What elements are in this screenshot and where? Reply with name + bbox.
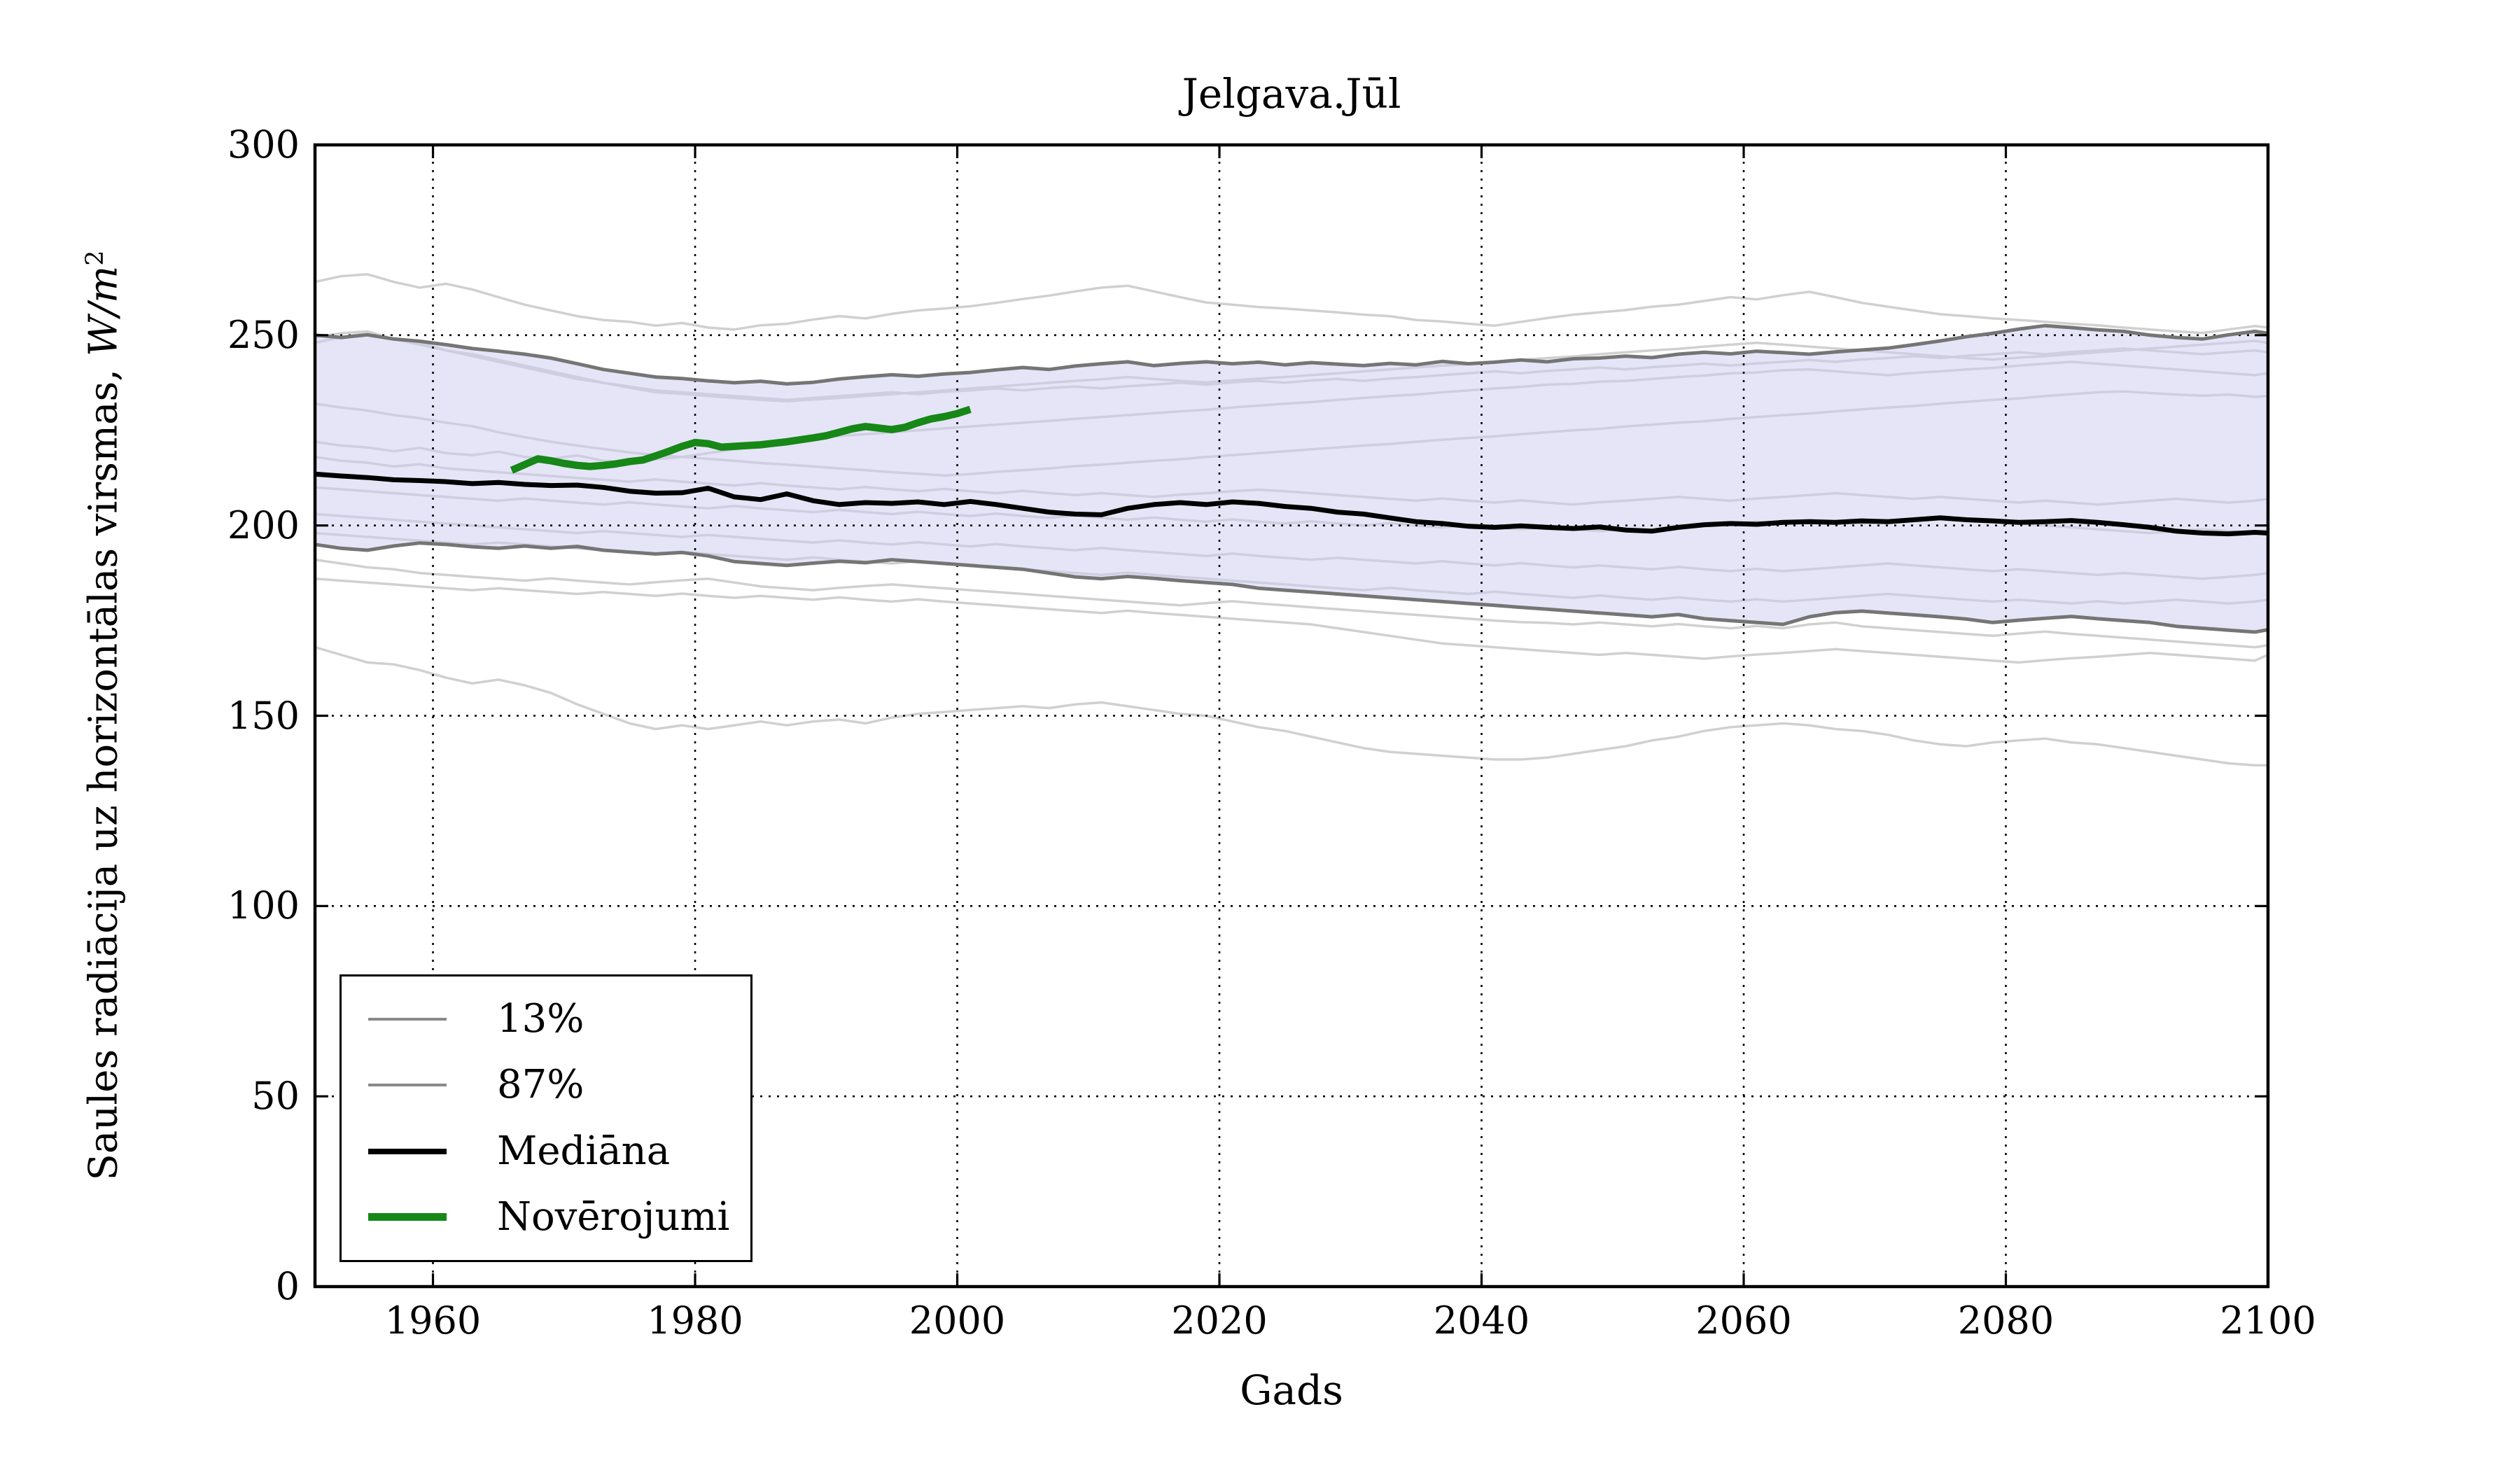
legend-item-noverojumi: Novērojumi — [368, 1194, 750, 1240]
ensemble-line-8 — [314, 558, 2269, 649]
chart-title: Jelgava.Jūl — [1182, 70, 1401, 118]
legend-label-87pct: 87% — [497, 1062, 584, 1108]
legend-line-87pct-sample — [368, 1084, 447, 1087]
x-tick-label-2060: 2060 — [1695, 1298, 1792, 1343]
y-tick-label-250: 250 — [227, 312, 300, 357]
series-observations — [510, 405, 972, 474]
series-median — [314, 471, 2269, 537]
series-87th-percentile — [314, 323, 2269, 386]
legend-label-13pct: 13% — [497, 996, 584, 1042]
x-tick-label-1980: 1980 — [647, 1298, 743, 1343]
x-tick-label-2080: 2080 — [1957, 1298, 2054, 1343]
y-tick-label-200: 200 — [227, 503, 300, 547]
x-tick-label-2000: 2000 — [909, 1298, 1006, 1343]
y-tick-label-50: 50 — [251, 1074, 300, 1119]
percentile-band-13-87 — [315, 326, 2268, 632]
ensemble-line-0 — [314, 273, 2269, 335]
x-tick-label-2100: 2100 — [2220, 1298, 2316, 1343]
y-tick-label-0: 0 — [275, 1264, 300, 1308]
legend-line-mediana-sample — [368, 1148, 447, 1154]
y-axis-label-text: Saules radiācija uz horizontālas virsmas… — [80, 368, 127, 1181]
y-axis-unit: W/m — [80, 265, 127, 357]
y-tick-label-100: 100 — [227, 883, 300, 928]
series-13th-percentile — [314, 541, 2269, 634]
x-axis-label: Gads — [1240, 1366, 1343, 1414]
y-axis-label: Saules radiācija uz horizontālas virsmas… — [81, 251, 127, 1181]
legend-item-13pct: 13% — [368, 1000, 750, 1039]
x-tick-label-2040: 2040 — [1433, 1298, 1530, 1343]
ensemble-line-9 — [314, 578, 2269, 664]
legend-line-13pct-sample — [368, 1018, 447, 1021]
legend-label-mediana: Mediāna — [497, 1128, 671, 1174]
legend-item-87pct: 87% — [368, 1065, 750, 1105]
legend-item-mediana: Mediāna — [368, 1128, 750, 1174]
x-tick-label-2020: 2020 — [1171, 1298, 1268, 1343]
y-tick-label-300: 300 — [227, 122, 300, 167]
y-tick-label-150: 150 — [227, 693, 300, 738]
ensemble-line-10 — [314, 645, 2268, 766]
legend-label-noverojumi: Novērojumi — [497, 1194, 730, 1240]
y-axis-unit-exponent: 2 — [80, 250, 109, 266]
x-tick-label-1960: 1960 — [384, 1298, 482, 1343]
legend-line-noverojumi-sample — [368, 1213, 447, 1222]
legend: 13% 87% Mediāna Novērojumi — [340, 974, 752, 1262]
